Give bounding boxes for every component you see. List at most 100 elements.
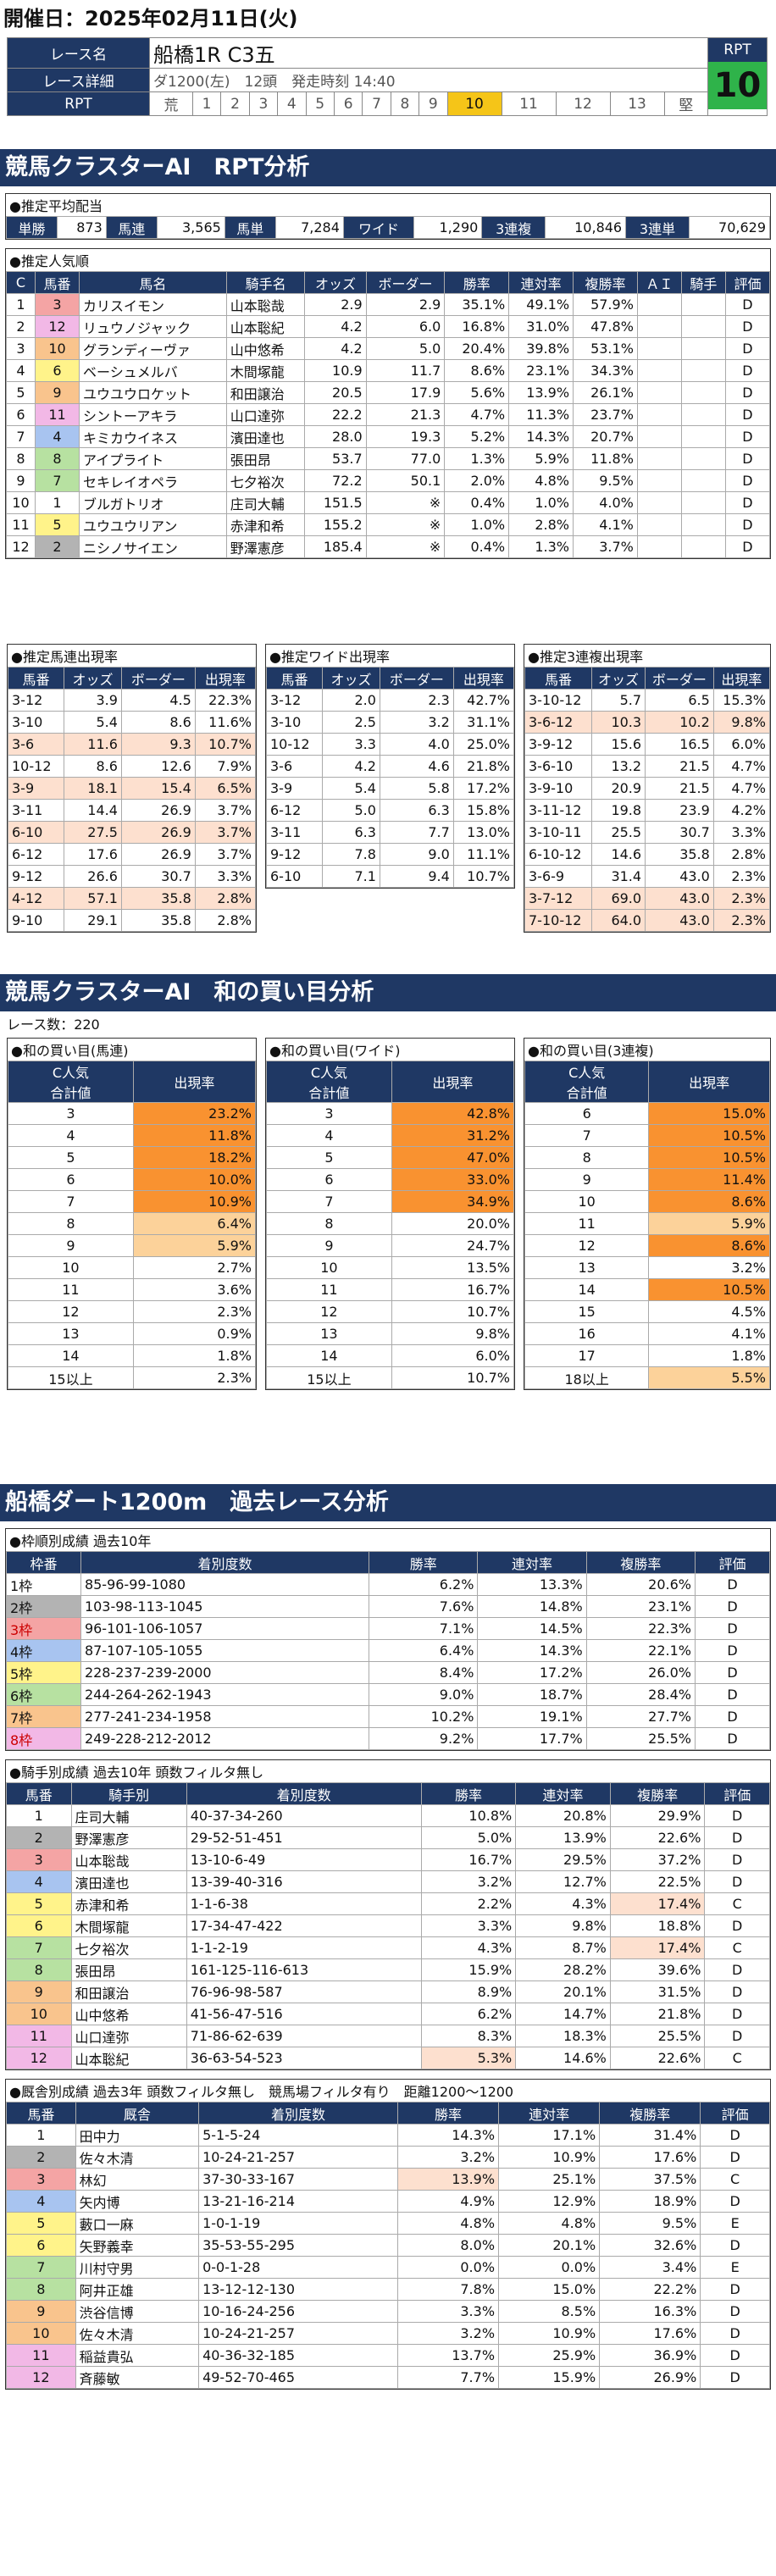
table-cell: 10.9 [304, 359, 367, 382]
column-header: ＡＩ [636, 271, 682, 294]
table-cell: 6.2% [420, 2003, 517, 2025]
table-cell: 10-12 [7, 755, 65, 778]
table-cell: 2.3% [712, 865, 771, 888]
table-cell: 10.2 [645, 711, 714, 734]
table-cell: 阿井正雄 [75, 2278, 200, 2301]
table-cell: 2.8% [508, 513, 574, 536]
table-cell: 5.4 [322, 777, 380, 800]
table-cell: 3.7% [194, 843, 257, 866]
table-cell: D [704, 1980, 770, 2003]
table-cell: 41-56-47-516 [186, 2003, 422, 2025]
table-cell: 山口達弥 [225, 403, 306, 426]
table-cell: 26.6 [64, 865, 122, 888]
table-cell: 2 [6, 1826, 72, 1849]
table-cell: 9 [524, 1168, 650, 1191]
table-cell: 17.6% [599, 2322, 701, 2345]
table-cell: 3 [6, 2168, 76, 2191]
table-cell: 35.8 [645, 843, 714, 866]
table-cell: 37-30-33-167 [198, 2168, 398, 2191]
table-cell: 249-228-212-2012 [80, 1727, 370, 1750]
table-cell: D [694, 1683, 771, 1706]
table-cell: 11 [6, 2344, 76, 2367]
table-cell: 31.4% [599, 2124, 701, 2147]
table-row: 16 4.1% [524, 1322, 770, 1345]
table-cell: 11.3% [508, 403, 574, 426]
table-cell: 14.5% [477, 1617, 587, 1640]
table-cell: 17.6 [64, 843, 122, 866]
table-cell: 16.3% [599, 2300, 701, 2323]
table-cell: 21.5 [645, 755, 714, 778]
table-cell: 29.9% [609, 1804, 706, 1827]
table-cell: 8.9% [420, 1980, 517, 2003]
table-cell: 4.2% [712, 799, 771, 822]
column-header: ボーダー [365, 271, 446, 294]
table-row: 18以上 5.5% [524, 1366, 770, 1389]
column-header: 連対率 [477, 1551, 587, 1574]
table-cell: 斉藤敏 [75, 2366, 200, 2389]
column-header: 連対率 [498, 2102, 601, 2125]
table-cell: 6.5 [645, 689, 714, 712]
table-row: 12 2.3% [8, 1300, 257, 1323]
table-cell [680, 359, 726, 382]
popularity-box: ●推定人気順 C 馬番 馬名 騎手名 オッズ ボーダー 勝率 連対率 複勝率 ＡＩ 騎手 評価 1 3 カリ… [5, 248, 771, 559]
table-cell: D [724, 535, 771, 558]
table-cell: 6.4% [132, 1212, 257, 1235]
table-cell: 12 [34, 315, 80, 338]
table-row: 10 2.7% [8, 1256, 257, 1279]
table-cell: 14.3% [477, 1639, 587, 1662]
table-row: 9-12 26.6 30.7 3.3% [7, 865, 257, 888]
table-cell: 15以上 [266, 1366, 392, 1389]
table-cell: 6.0% [712, 733, 771, 756]
table-row: 4-12 57.1 35.8 2.8% [7, 887, 257, 910]
column-header: 馬番 [7, 667, 65, 690]
table-cell: 6.2% [369, 1573, 479, 1596]
table-cell: 47.0% [391, 1146, 515, 1169]
table-row: 13 0.9% [8, 1322, 257, 1345]
table-cell: 1.8% [648, 1344, 770, 1367]
table-cell: 9.3 [120, 733, 196, 756]
table-row: 11 16.7% [266, 1278, 515, 1301]
table-cell: 29-52-51-451 [186, 1826, 422, 1849]
table-cell: D [694, 1727, 771, 1750]
table-row: 3-12 2.0 2.3 42.7% [265, 689, 515, 712]
table-cell: D [694, 1617, 771, 1640]
table-cell: 29.1 [64, 909, 122, 932]
table-cell: 13.9% [515, 1826, 611, 1849]
table-cell: 8.7% [515, 1936, 611, 1959]
table-cell: 17.4% [609, 1936, 706, 1959]
table-row: 8 6.4% [8, 1212, 257, 1235]
table-cell: 0.0% [498, 2256, 601, 2279]
table-cell: D [700, 2322, 770, 2345]
table-row: 6-12 5.0 6.3 15.8% [265, 799, 515, 822]
table-cell: 4 [6, 2190, 76, 2213]
table-cell: 6 [8, 1168, 134, 1191]
column-header: 連対率 [515, 1782, 611, 1805]
table-cell: 張田昂 [225, 447, 306, 470]
table-row: 3 林幻 37-30-33-167 13.9% 25.1% 37.5% C [6, 2168, 770, 2191]
table-cell: C [704, 1892, 770, 1915]
table-row: 3 山本聡哉 13-10-6-49 16.7% 29.5% 37.2% D [6, 1848, 770, 1871]
wa-umaren-title: ●和の買い目(馬連) [11, 1043, 129, 1059]
table-cell: 35.8 [120, 887, 196, 910]
column-header: 勝率 [420, 1782, 517, 1805]
table-cell: E [700, 2256, 770, 2279]
table-cell: 2.3% [132, 1300, 257, 1323]
table-cell: 8 [6, 2278, 76, 2301]
table-row: 5 9 ユウユウロケット 和田譲治 20.5 17.9 5.6% 13.9% 26.1% D [6, 381, 771, 404]
table-cell: 3.4% [599, 2256, 701, 2279]
table-cell: 43.0 [645, 887, 714, 910]
table-cell: 4 [8, 1124, 134, 1147]
table-cell: 34.3% [573, 359, 638, 382]
table-cell: 和田譲治 [70, 1980, 187, 2003]
table-cell: 12.9% [498, 2190, 601, 2213]
table-cell: 6 [6, 403, 36, 426]
table-row: 6 10.0% [8, 1168, 257, 1191]
table-cell: 7-10-12 [524, 909, 593, 932]
table-cell: 26.1% [573, 381, 638, 404]
table-cell: 3-10-12 [524, 689, 593, 712]
table-cell: 14.7% [515, 2003, 611, 2025]
table-cell: 4 [266, 1124, 392, 1147]
table-cell: D [694, 1705, 771, 1728]
header-line: 合計値 [308, 1085, 350, 1101]
table-cell: 244-264-262-1943 [80, 1683, 370, 1706]
